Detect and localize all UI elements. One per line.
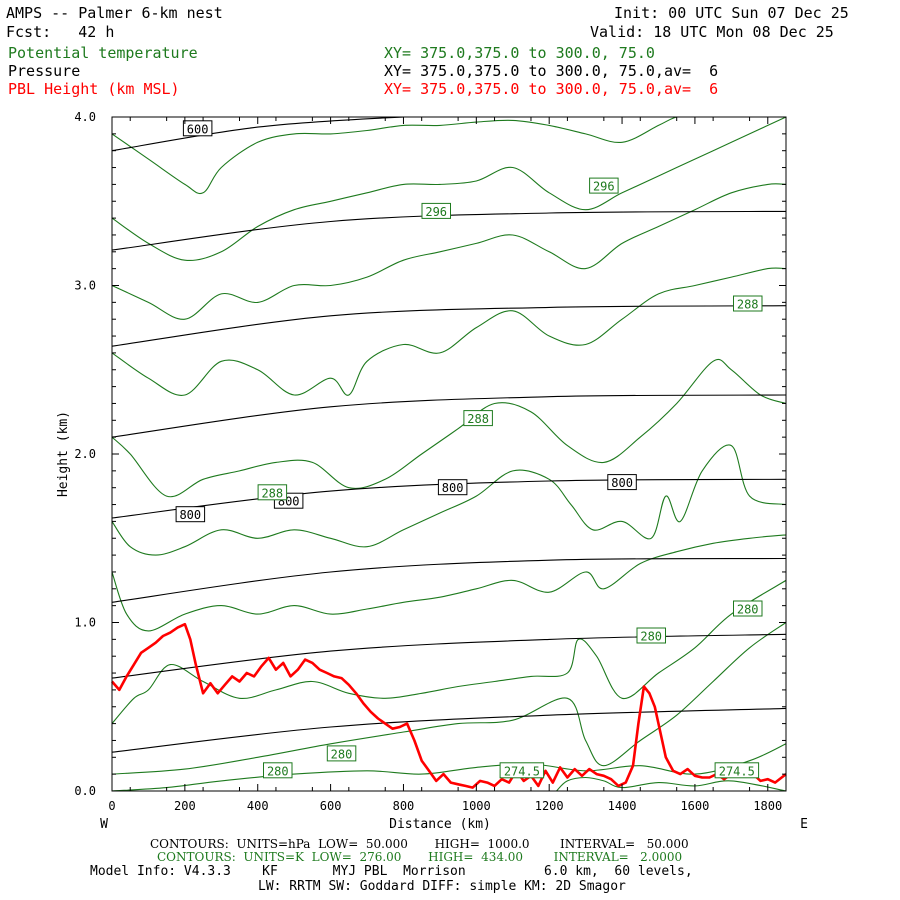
contour-label-text: 288 bbox=[261, 486, 283, 500]
y-tick-label: 1.0 bbox=[74, 616, 96, 630]
contour-label-text: 800 bbox=[611, 476, 633, 490]
x-tick-label: 1400 bbox=[608, 799, 637, 813]
pbl-height-line bbox=[111, 622, 787, 789]
theta-contour-290 bbox=[111, 267, 787, 396]
legend-pressure-name: Pressure bbox=[8, 62, 81, 80]
legend-theta-xy: XY= 375.0,375.0 to 300.0, 75.0 bbox=[384, 44, 655, 62]
contour-label-box bbox=[175, 506, 206, 523]
x-tick-label: 400 bbox=[247, 799, 269, 813]
contour-label-text: 280 bbox=[737, 603, 759, 617]
footer-contours-theta: CONTOURS: UNITS=K LOW= 276.00 HIGH= 434.… bbox=[157, 850, 683, 864]
axes: 0 200 400 600 800 1000 1200 1400 1600 1800 0.0 1.0 2… bbox=[74, 110, 786, 813]
contour-label-box bbox=[257, 484, 288, 501]
pressure-contour-900 bbox=[111, 633, 787, 679]
west-label: W bbox=[100, 817, 108, 832]
theta-contour-296 bbox=[111, 116, 695, 195]
x-tick-label: 600 bbox=[320, 799, 342, 813]
contour-label-text: 280 bbox=[267, 764, 289, 778]
contour-label-box bbox=[499, 762, 545, 779]
theta-contour-294 bbox=[111, 116, 787, 262]
y-tick-label: 4.0 bbox=[74, 110, 96, 124]
x-axis-label: Distance (km) bbox=[389, 817, 491, 832]
contour-label-box bbox=[733, 295, 763, 312]
theta-contour-286 bbox=[111, 444, 787, 556]
legend-theta-name: Potential temperature bbox=[8, 44, 198, 62]
contour-label-box bbox=[326, 745, 357, 762]
footer-model-info: Model Info: V4.3.3 KF MYJ PBL Morrison 6… bbox=[90, 864, 693, 879]
contour-label-text: 296 bbox=[425, 205, 447, 219]
chart-title: AMPS -- Palmer 6-km nest bbox=[6, 4, 223, 22]
theta-contour-282 bbox=[111, 579, 787, 724]
theta-contour-276 bbox=[556, 776, 787, 792]
init-time: Init: 00 UTC Sun 07 Dec 25 bbox=[614, 4, 849, 22]
contour-label-box bbox=[421, 202, 451, 219]
legend-pbl-xy: XY= 375.0,375.0 to 300.0, 75.0,av= 6 bbox=[384, 80, 719, 98]
contour-label-text: 600 bbox=[187, 122, 209, 136]
pbl-series bbox=[111, 622, 787, 789]
legend-pressure-xy: XY= 375.0,375.0 to 300.0, 75.0,av= 6 bbox=[384, 62, 719, 80]
contour-label-text: 800 bbox=[442, 481, 464, 495]
pressure-contour-850 bbox=[111, 557, 787, 603]
contour-label-box bbox=[636, 627, 666, 644]
x-tick-label: 1600 bbox=[680, 799, 709, 813]
contour-label-box bbox=[437, 479, 468, 496]
pressure-contours bbox=[111, 116, 787, 753]
x-tick-label: 1800 bbox=[753, 799, 782, 813]
contour-label-text: 288 bbox=[737, 298, 759, 312]
footer-physics: LW: RRTM SW: Goddard DIFF: simple KM: 2D… bbox=[258, 879, 626, 894]
contour-label-text: 800 bbox=[179, 508, 201, 522]
y-tick-label: 2.0 bbox=[74, 447, 96, 461]
contour-label-text: 296 bbox=[593, 180, 615, 194]
pressure-contour-750 bbox=[111, 394, 787, 438]
theta-contour-280 bbox=[111, 622, 787, 775]
theta-contour-284 bbox=[111, 534, 787, 632]
x-tick-label: 0 bbox=[108, 799, 115, 813]
forecast-hour: Fcst: 42 h bbox=[6, 23, 115, 41]
contour-label-text: 274.5 bbox=[504, 764, 540, 778]
east-label: E bbox=[800, 817, 808, 832]
contour-label-text: 288 bbox=[467, 412, 489, 426]
x-tick-label: 1200 bbox=[535, 799, 564, 813]
contour-label-box bbox=[607, 474, 637, 491]
x-tick-label: 200 bbox=[174, 799, 196, 813]
contour-label-box bbox=[733, 600, 763, 617]
legend-pbl-name: PBL Height (km MSL) bbox=[8, 80, 180, 98]
theta-contour-278 bbox=[111, 743, 787, 792]
y-tick-label: 0.0 bbox=[74, 784, 96, 798]
contour-label-box bbox=[589, 177, 619, 194]
x-tick-label: 800 bbox=[393, 799, 415, 813]
contour-label-text: 280 bbox=[331, 747, 353, 761]
y-axis-label: Height (km) bbox=[56, 411, 71, 497]
theta-contour-292 bbox=[111, 183, 787, 320]
contour-label-box bbox=[263, 762, 293, 779]
pressure-contour-700 bbox=[111, 305, 787, 347]
x-tick-label: 1000 bbox=[462, 799, 491, 813]
valid-time: Valid: 18 UTC Mon 08 Dec 25 bbox=[590, 23, 834, 41]
contour-label-box bbox=[463, 410, 493, 427]
footer-contours-pressure: CONTOURS: UNITS=hPa LOW= 50.000 HIGH= 10… bbox=[150, 837, 689, 851]
theta-contour-288 bbox=[111, 358, 787, 498]
contour-label-box bbox=[182, 120, 213, 137]
y-tick-label: 3.0 bbox=[74, 279, 96, 293]
contour-label-box bbox=[714, 762, 760, 779]
pressure-contour-950 bbox=[111, 707, 787, 753]
contour-label-text: 280 bbox=[640, 630, 662, 644]
contour-label-text: 274.5 bbox=[719, 764, 755, 778]
